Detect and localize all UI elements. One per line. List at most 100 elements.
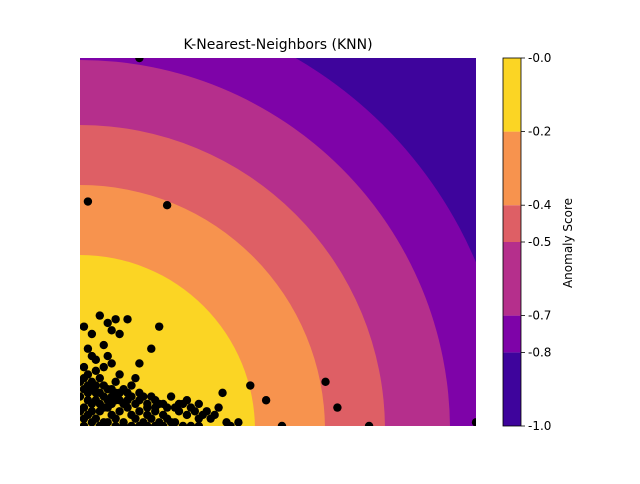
colorbar-segment-2 (503, 242, 521, 316)
data-point (115, 388, 124, 398)
data-point (321, 377, 330, 387)
data-point (95, 311, 105, 320)
data-point (83, 197, 93, 206)
data-point (123, 315, 132, 324)
data-point (174, 407, 184, 416)
data-point (166, 392, 176, 401)
data-point (111, 315, 120, 324)
data-point (111, 414, 120, 423)
colorbar-segment-4 (503, 131, 521, 206)
data-point (147, 392, 156, 401)
colorbar-label: Anomaly Score (561, 198, 575, 288)
data-point (234, 418, 243, 426)
colorbar-segment-0 (503, 352, 521, 426)
data-point (210, 410, 219, 420)
data-point (333, 403, 342, 412)
data-point (119, 421, 128, 426)
data-point (103, 351, 112, 361)
colorbar-segment-5 (503, 58, 521, 132)
data-point (151, 421, 160, 426)
colorbar-tick-label: -1.0 (528, 419, 551, 433)
chart-title: K-Nearest-Neighbors (KNN) (183, 37, 372, 53)
data-point (190, 407, 200, 416)
data-point (218, 388, 227, 398)
data-point (127, 381, 136, 390)
data-point (107, 392, 116, 401)
data-point (99, 340, 108, 350)
sample-points (80, 58, 476, 426)
data-point (143, 403, 152, 412)
data-point (182, 410, 192, 420)
data-point (80, 322, 89, 331)
data-point (99, 362, 108, 372)
data-point (198, 410, 207, 420)
data-point (115, 329, 124, 339)
data-point (261, 396, 271, 405)
data-point (80, 392, 85, 401)
data-point (95, 421, 104, 426)
data-point (80, 414, 89, 423)
colorbar-tick-label: -0.2 (528, 125, 551, 139)
data-point (111, 421, 120, 426)
data-point (95, 373, 105, 383)
data-point (155, 322, 164, 331)
data-point (91, 381, 101, 390)
data-point (135, 388, 144, 398)
colorbar-tick-label: -0.0 (528, 51, 551, 65)
colorbar-tick-label: -0.8 (528, 345, 551, 359)
data-point (135, 421, 144, 426)
data-point (83, 396, 93, 405)
data-point (80, 407, 85, 416)
data-point (99, 392, 108, 401)
colorbar-tick-label: -0.4 (528, 198, 551, 212)
data-point (226, 421, 235, 426)
data-point (111, 377, 120, 387)
colorbar-tick-label: -0.7 (528, 309, 551, 323)
data-point (99, 403, 108, 412)
data-point (277, 421, 287, 426)
colorbar (502, 57, 522, 427)
data-point (131, 414, 140, 423)
data-point (178, 421, 188, 426)
data-point (80, 373, 89, 383)
data-point (127, 392, 136, 401)
contour-band-5 (80, 255, 255, 426)
data-point (115, 370, 124, 379)
data-point (147, 344, 156, 353)
data-point (194, 421, 203, 426)
data-point (91, 355, 101, 364)
data-point (143, 421, 152, 426)
data-point (87, 418, 97, 426)
data-point (80, 421, 89, 426)
data-point (83, 344, 93, 353)
data-point (135, 58, 144, 63)
data-point (162, 201, 172, 210)
colorbar-segment-3 (503, 205, 521, 242)
data-point (107, 359, 116, 368)
data-point (151, 403, 160, 412)
data-point (91, 366, 101, 375)
data-point (364, 421, 374, 426)
data-point (158, 421, 168, 426)
data-point (103, 418, 112, 426)
data-point (87, 329, 97, 339)
data-point (246, 381, 255, 390)
data-point (194, 399, 203, 409)
colorbar-ticks: -1.0 -0.8 -0.7 -0.5 -0.4 -0.2 -0.0 (521, 51, 551, 433)
contour-bands (80, 58, 476, 426)
data-point (91, 388, 101, 398)
colorbar-segment-1 (503, 315, 521, 353)
data-point (471, 418, 476, 426)
data-point (174, 399, 184, 409)
data-point (135, 407, 144, 416)
data-point (115, 407, 124, 416)
data-point (182, 396, 192, 405)
data-point (80, 362, 89, 372)
data-point (135, 396, 144, 405)
data-point (107, 326, 116, 335)
data-point (135, 359, 144, 368)
data-point (147, 414, 156, 423)
data-point (131, 373, 140, 383)
